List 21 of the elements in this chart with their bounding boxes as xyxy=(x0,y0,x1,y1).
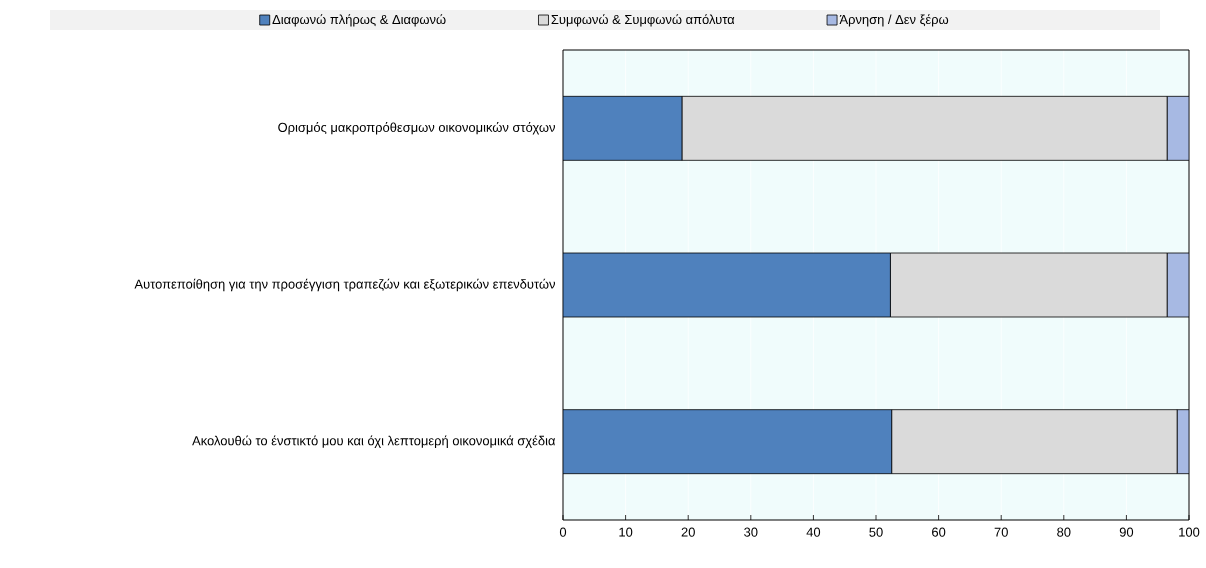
legend-label: Συμφωνώ & Συμφωνώ απόλυτα xyxy=(551,14,735,27)
y-tick-label: Αυτοπεποίθηση για την προσέγγιση τραπεζών και εξωτερικών επενδυτών xyxy=(134,278,555,292)
x-tick-label: 30 xyxy=(744,527,758,537)
y-tick-label: Ακολουθώ το ένστικτό μου και όχι λεπτομερή οικονομικά σχέδια xyxy=(192,435,556,448)
x-tick-label: 20 xyxy=(681,527,695,537)
x-tick-label: 60 xyxy=(932,527,946,537)
legend-label: Άρνηση / Δεν ξέρω xyxy=(839,14,949,27)
x-tick-label: 100 xyxy=(1179,527,1200,537)
bar xyxy=(1166,95,1190,161)
y-tick-label: Ορισμός μακροπρόθεσμων οικονομικών στόχων xyxy=(278,122,555,135)
x-tick-label: 10 xyxy=(619,527,633,537)
x-tick-label: 80 xyxy=(1057,527,1071,537)
legend-label: Διαφωνώ πλήρως & Διαφωνώ xyxy=(272,14,446,27)
bar xyxy=(563,252,891,318)
x-tick-label: 40 xyxy=(806,527,821,537)
bar xyxy=(563,95,683,161)
x-tick-label: 70 xyxy=(994,527,1008,537)
bar xyxy=(563,409,893,475)
x-tick-label: 0 xyxy=(559,527,567,537)
x-tick-label: 90 xyxy=(1119,527,1134,537)
x-tick-label: 50 xyxy=(869,527,883,537)
